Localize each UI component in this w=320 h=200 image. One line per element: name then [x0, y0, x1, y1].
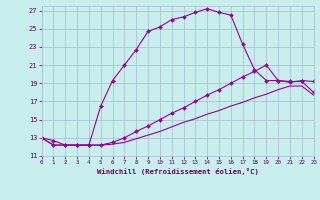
X-axis label: Windchill (Refroidissement éolien,°C): Windchill (Refroidissement éolien,°C) [97, 168, 259, 175]
